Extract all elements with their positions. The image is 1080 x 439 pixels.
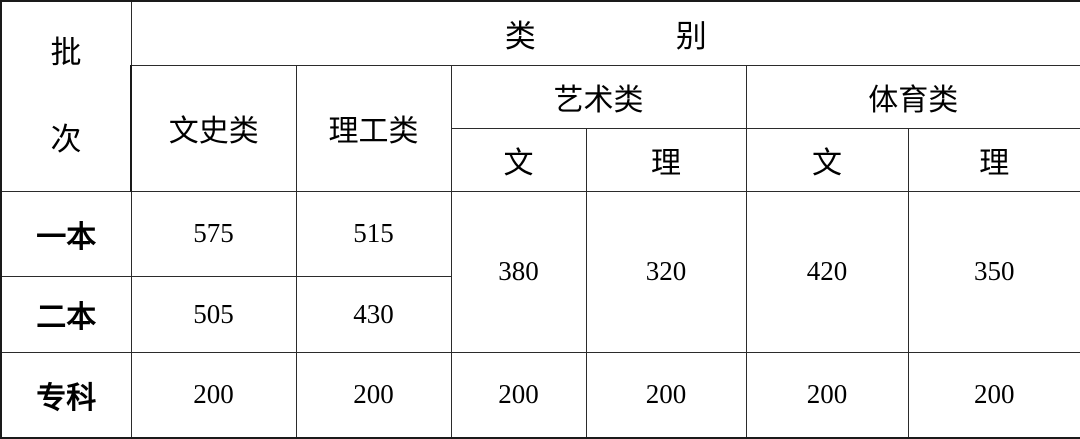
corner-header-batch: 批 次 <box>0 0 132 192</box>
table-row: 专科 200 200 200 200 200 200 <box>0 351 1080 439</box>
subject-header-yishu-wen: 文 <box>450 127 587 192</box>
header-category-title: 类别 <box>130 0 1080 67</box>
cell-erben-ligong: 430 <box>295 275 452 353</box>
column-header-wenshi: 文史类 <box>130 65 297 192</box>
cell-zhuanke-tiyu-li: 200 <box>907 351 1080 439</box>
table-row: 一本 575 515 380 320 420 350 <box>0 190 1080 353</box>
cell-yiben-wenshi: 575 <box>130 190 297 277</box>
row-label-yiben: 一本 <box>0 190 132 277</box>
cell-zhuanke-wenshi: 200 <box>130 351 297 439</box>
row-label-zhuanke: 专科 <box>0 351 132 439</box>
cell-merged-tiyu-wen: 420 <box>745 190 909 353</box>
subject-header-yishu-li: 理 <box>585 127 747 192</box>
category-title-glyph-a: 类 <box>504 19 536 55</box>
table-row: 二本 505 430 <box>0 275 1080 353</box>
cell-yiben-ligong: 515 <box>295 190 452 277</box>
cell-merged-yishu-wen: 380 <box>450 190 587 353</box>
category-title-glyph-b: 别 <box>675 19 707 55</box>
cell-merged-yishu-li: 320 <box>585 190 747 353</box>
subject-header-tiyu-li: 理 <box>907 127 1080 192</box>
cell-zhuanke-yishu-li: 200 <box>585 351 747 439</box>
cell-zhuanke-tiyu-wen: 200 <box>745 351 909 439</box>
row-label-erben: 二本 <box>0 275 132 353</box>
cell-zhuanke-ligong: 200 <box>295 351 452 439</box>
column-group-header-tiyu: 体育类 <box>745 65 1080 129</box>
header-row-groups: 文史类 理工类 艺术类 体育类 <box>1 65 1080 192</box>
corner-header-line-2: 次 <box>50 122 82 158</box>
column-group-header-yishu: 艺术类 <box>450 65 747 129</box>
corner-header-line-1: 批 <box>50 35 82 71</box>
column-header-ligong: 理工类 <box>295 65 452 192</box>
cell-zhuanke-yishu-wen: 200 <box>450 351 587 439</box>
header-row-subjects: 文 理 文 理 <box>1 127 1080 192</box>
cell-merged-tiyu-li: 350 <box>907 190 1080 353</box>
cell-erben-wenshi: 505 <box>130 275 297 353</box>
header-row-category: 批 次 类别 <box>0 0 1080 192</box>
subject-header-tiyu-wen: 文 <box>745 127 909 192</box>
